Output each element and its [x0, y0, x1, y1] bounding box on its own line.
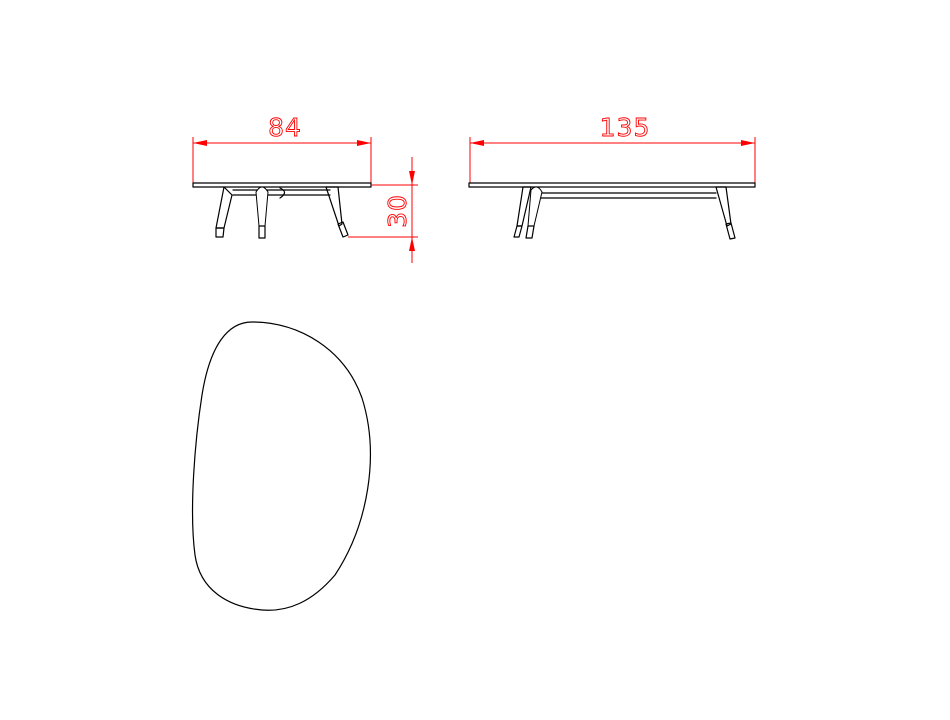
- table-top-outline: [191, 321, 371, 611]
- front-view: 84: [192, 113, 372, 239]
- height-label: 30: [383, 194, 412, 228]
- side-leg-right: [715, 186, 736, 240]
- front-table-top: [192, 182, 372, 188]
- side-view: 135: [468, 113, 756, 240]
- side-leg-left-front: [513, 186, 532, 238]
- front-leg-right: [325, 186, 349, 238]
- top-view: [191, 321, 371, 611]
- side-table-top: [468, 182, 756, 188]
- side-leg-left-back: [525, 186, 543, 239]
- width-dimension: 84: [192, 113, 372, 183]
- width-label: 84: [268, 113, 302, 142]
- front-leg-left: [215, 186, 233, 238]
- length-label: 135: [600, 113, 651, 142]
- front-leg-middle: [255, 186, 269, 239]
- height-dimension: 30: [348, 157, 418, 263]
- length-dimension: 135: [469, 113, 756, 183]
